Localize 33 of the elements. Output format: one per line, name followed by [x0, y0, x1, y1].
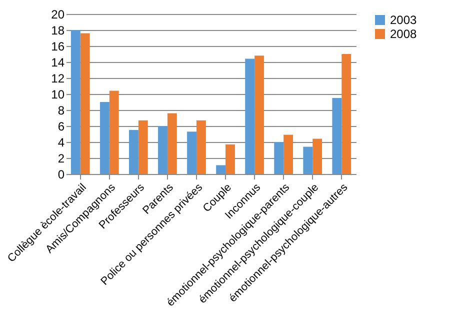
bar	[109, 90, 119, 174]
bar	[226, 144, 235, 174]
bar	[80, 33, 90, 174]
y-tick-label: 2	[58, 152, 65, 166]
y-tick-label: 6	[58, 120, 65, 134]
bar	[284, 134, 294, 174]
y-tick-label: 20	[51, 8, 65, 22]
bar	[128, 130, 138, 174]
bar	[274, 142, 284, 174]
bar	[196, 120, 206, 174]
bar	[332, 98, 342, 174]
bar	[312, 138, 322, 174]
legend-label: 2003	[390, 13, 418, 27]
y-tick-label: 8	[58, 104, 65, 118]
y-tick-label: 4	[58, 136, 65, 150]
legend-label: 2008	[390, 27, 418, 41]
bar	[342, 54, 352, 174]
bar	[70, 30, 80, 174]
y-tick-label: 14	[51, 56, 65, 70]
bar	[138, 120, 148, 174]
bar	[245, 58, 255, 174]
bar	[254, 56, 264, 174]
bar	[167, 113, 177, 174]
y-tick-label: 0	[58, 168, 65, 182]
bar	[158, 126, 168, 174]
bar	[303, 146, 313, 174]
y-tick-label: 16	[51, 40, 65, 54]
y-tick-label: 10	[51, 88, 65, 102]
y-tick-label: 12	[51, 72, 65, 86]
y-tick-label: 18	[51, 24, 65, 38]
bar	[216, 165, 226, 174]
bar	[100, 102, 110, 174]
bar	[187, 132, 196, 174]
